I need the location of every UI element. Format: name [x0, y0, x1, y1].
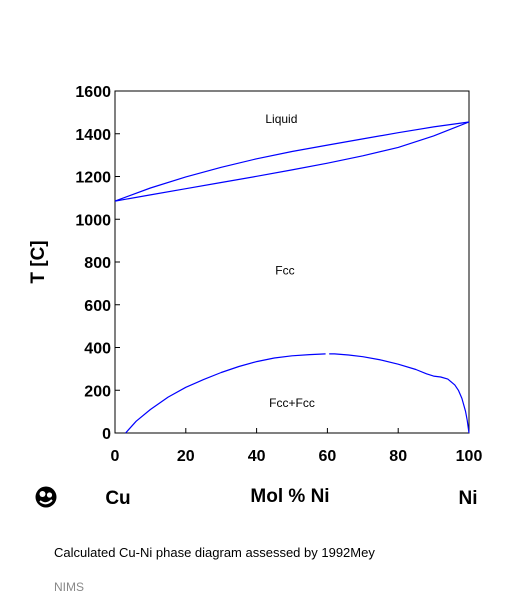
x-tick-label: 80 [389, 448, 407, 465]
y-tick-label: 800 [84, 255, 111, 272]
y-tick-label: 1200 [75, 170, 111, 187]
credit: NIMS [54, 580, 84, 594]
phase-diagram-chart: 0 200 400 600 800 1000 1200 1400 1600 0 20 40 60 80 10… [28, 84, 482, 509]
region-label: Liquid [265, 112, 297, 126]
y-tick-label: 1600 [75, 84, 111, 101]
y-tick-label: 0 [102, 426, 111, 443]
y-tick-label: 600 [84, 298, 111, 315]
region-label: Fcc+Fcc [269, 396, 315, 410]
y-tick-label: 1000 [75, 212, 111, 229]
liquidus-line [114, 121, 470, 202]
region-label: Fcc [275, 264, 294, 278]
y-tick-label: 400 [84, 341, 111, 358]
caption: Calculated Cu-Ni phase diagram assessed … [54, 545, 375, 560]
y-axis-title: T [C] [28, 240, 49, 283]
x-axis-title: Mol % Ni [250, 486, 329, 507]
plot-frame [114, 90, 470, 434]
miscibility-gap-left [125, 353, 326, 434]
miscibility-gap-right [329, 353, 470, 434]
x-tick-label: 60 [319, 448, 337, 465]
left-element-label: Cu [105, 488, 130, 509]
x-tick-label: 20 [177, 448, 195, 465]
y-tick-label: 1400 [75, 127, 111, 144]
solidus-line [114, 121, 470, 202]
nims-logo-icon [35, 486, 57, 508]
right-element-label: Ni [459, 488, 478, 509]
x-tick-label: 0 [111, 448, 120, 465]
x-tick-label: 40 [248, 448, 266, 465]
x-tick-label: 100 [456, 448, 483, 465]
plot-area: 0 200 400 600 800 1000 1200 1400 1600 0 20 40 60 80 10… [75, 84, 482, 465]
y-tick-label: 200 [84, 383, 111, 400]
